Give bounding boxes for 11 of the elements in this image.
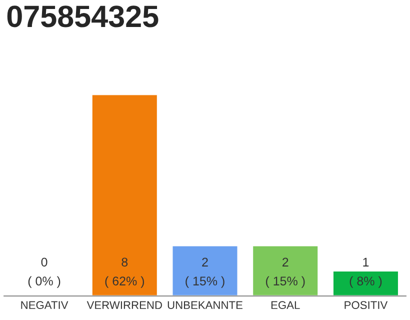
- data-label: 1 ( 8% ): [350, 258, 382, 288]
- x-tick-label: VERWIRREND: [86, 301, 162, 309]
- x-tick-label: UNBEKANNTE: [168, 301, 242, 310]
- data-label: 2 ( 15% ): [186, 258, 224, 288]
- data-label: 2 ( 15% ): [266, 258, 305, 288]
- data-label: 8 ( 62% ): [105, 258, 144, 288]
- data-label: 0 ( 0% ): [28, 258, 60, 288]
- x-tick-label: NEGATIV: [21, 301, 68, 310]
- chart-title: 075854325: [7, 6, 158, 28]
- x-tick-label: POSITIV: [344, 301, 388, 310]
- x-tick-label: EGAL: [271, 301, 300, 310]
